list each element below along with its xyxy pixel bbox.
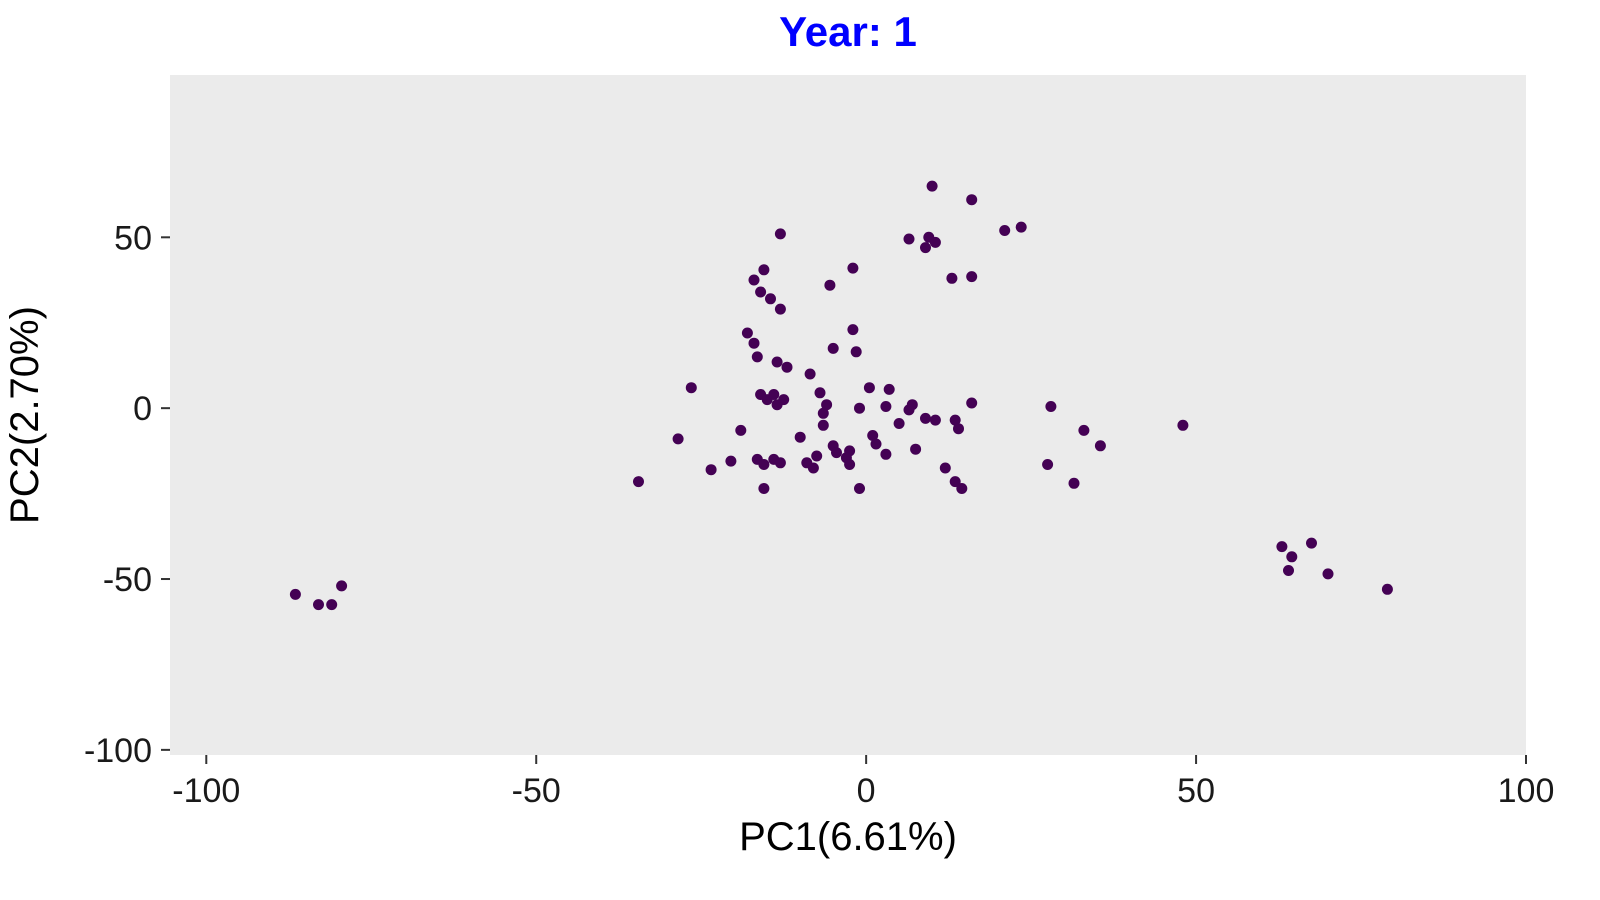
data-point: [326, 599, 338, 611]
data-point: [751, 351, 763, 363]
data-point: [956, 483, 968, 494]
data-point: [781, 361, 793, 373]
data-point: [847, 262, 859, 274]
x-tick-label: 0: [857, 772, 876, 810]
data-point: [1094, 440, 1106, 452]
data-point: [910, 443, 922, 455]
data-point: [755, 286, 767, 298]
data-point: [289, 588, 301, 600]
data-point: [903, 404, 915, 416]
data-point: [633, 476, 644, 488]
data-point: [926, 180, 938, 192]
data-point: [1306, 537, 1317, 549]
data-point: [774, 457, 786, 469]
data-point: [929, 236, 941, 248]
x-tick-label: 50: [1177, 772, 1215, 810]
data-point: [821, 399, 833, 411]
x-tick-label: 100: [1498, 772, 1555, 810]
data-point: [863, 382, 875, 394]
data-point: [1286, 551, 1298, 563]
data-point: [827, 342, 839, 354]
y-tick-label: 0: [133, 390, 152, 428]
data-point: [844, 459, 856, 470]
data-point: [765, 293, 776, 305]
data-point: [824, 279, 836, 291]
chart-title: Year: 1: [779, 8, 917, 55]
data-point: [771, 356, 783, 368]
data-point: [336, 580, 348, 592]
data-point: [685, 382, 697, 394]
data-point: [850, 346, 862, 358]
x-tick-label: -100: [172, 772, 240, 810]
data-point: [949, 414, 961, 426]
data-point: [313, 599, 324, 611]
x-tick-label: -50: [512, 772, 561, 810]
data-point: [880, 448, 892, 460]
data-point: [831, 447, 842, 459]
data-point: [920, 412, 931, 424]
data-point: [1381, 583, 1393, 595]
data-point: [939, 462, 951, 474]
data-point: [774, 228, 786, 240]
data-point: [811, 450, 823, 462]
data-point: [741, 327, 753, 339]
data-point: [920, 242, 931, 254]
data-point: [870, 438, 882, 450]
plot-panel: [170, 75, 1526, 755]
data-point: [814, 387, 826, 399]
data-point: [1068, 477, 1080, 489]
y-tick-label: 50: [114, 219, 152, 257]
y-axis-title: PC2(2.70%): [3, 306, 47, 524]
data-point: [883, 383, 895, 395]
data-point: [748, 274, 760, 286]
data-point: [854, 402, 865, 414]
data-point: [966, 271, 978, 283]
y-tick-label: -100: [84, 732, 152, 770]
data-point: [735, 424, 747, 436]
data-point: [807, 462, 819, 474]
data-point: [867, 430, 879, 441]
data-point: [768, 389, 780, 400]
data-point: [1078, 424, 1090, 436]
x-axis-ticks: -100 -50 0 50 100: [172, 755, 1554, 810]
data-point: [758, 459, 770, 470]
data-point: [929, 414, 941, 426]
data-point: [1177, 419, 1189, 431]
data-point: [966, 397, 978, 409]
data-point: [794, 431, 806, 443]
data-point: [949, 476, 961, 488]
data-point: [1283, 565, 1294, 576]
data-point: [946, 272, 958, 284]
y-tick-label: -50: [103, 561, 152, 599]
data-point: [903, 233, 915, 245]
data-point: [893, 418, 905, 429]
data-point: [672, 433, 684, 445]
data-point: [1042, 459, 1054, 470]
data-point: [725, 455, 737, 467]
data-point: [778, 394, 790, 406]
data-point: [953, 423, 964, 435]
points-layer: [289, 180, 1393, 611]
data-point: [854, 483, 865, 494]
data-point: [1045, 401, 1057, 412]
data-point: [817, 419, 829, 431]
data-point: [1276, 541, 1288, 553]
data-point: [758, 483, 770, 494]
data-point: [999, 225, 1011, 236]
data-point: [817, 407, 829, 419]
data-point: [748, 337, 760, 349]
data-point: [1015, 221, 1027, 233]
y-axis-ticks: -100 -50 0 50: [84, 219, 170, 770]
data-point: [758, 264, 770, 276]
data-point: [774, 303, 786, 315]
data-point: [1322, 568, 1334, 580]
data-point: [966, 194, 978, 206]
x-axis-title: PC1(6.61%): [739, 815, 957, 859]
data-point: [847, 324, 859, 336]
data-point: [880, 401, 892, 412]
data-point: [804, 368, 816, 380]
data-point: [705, 464, 717, 476]
